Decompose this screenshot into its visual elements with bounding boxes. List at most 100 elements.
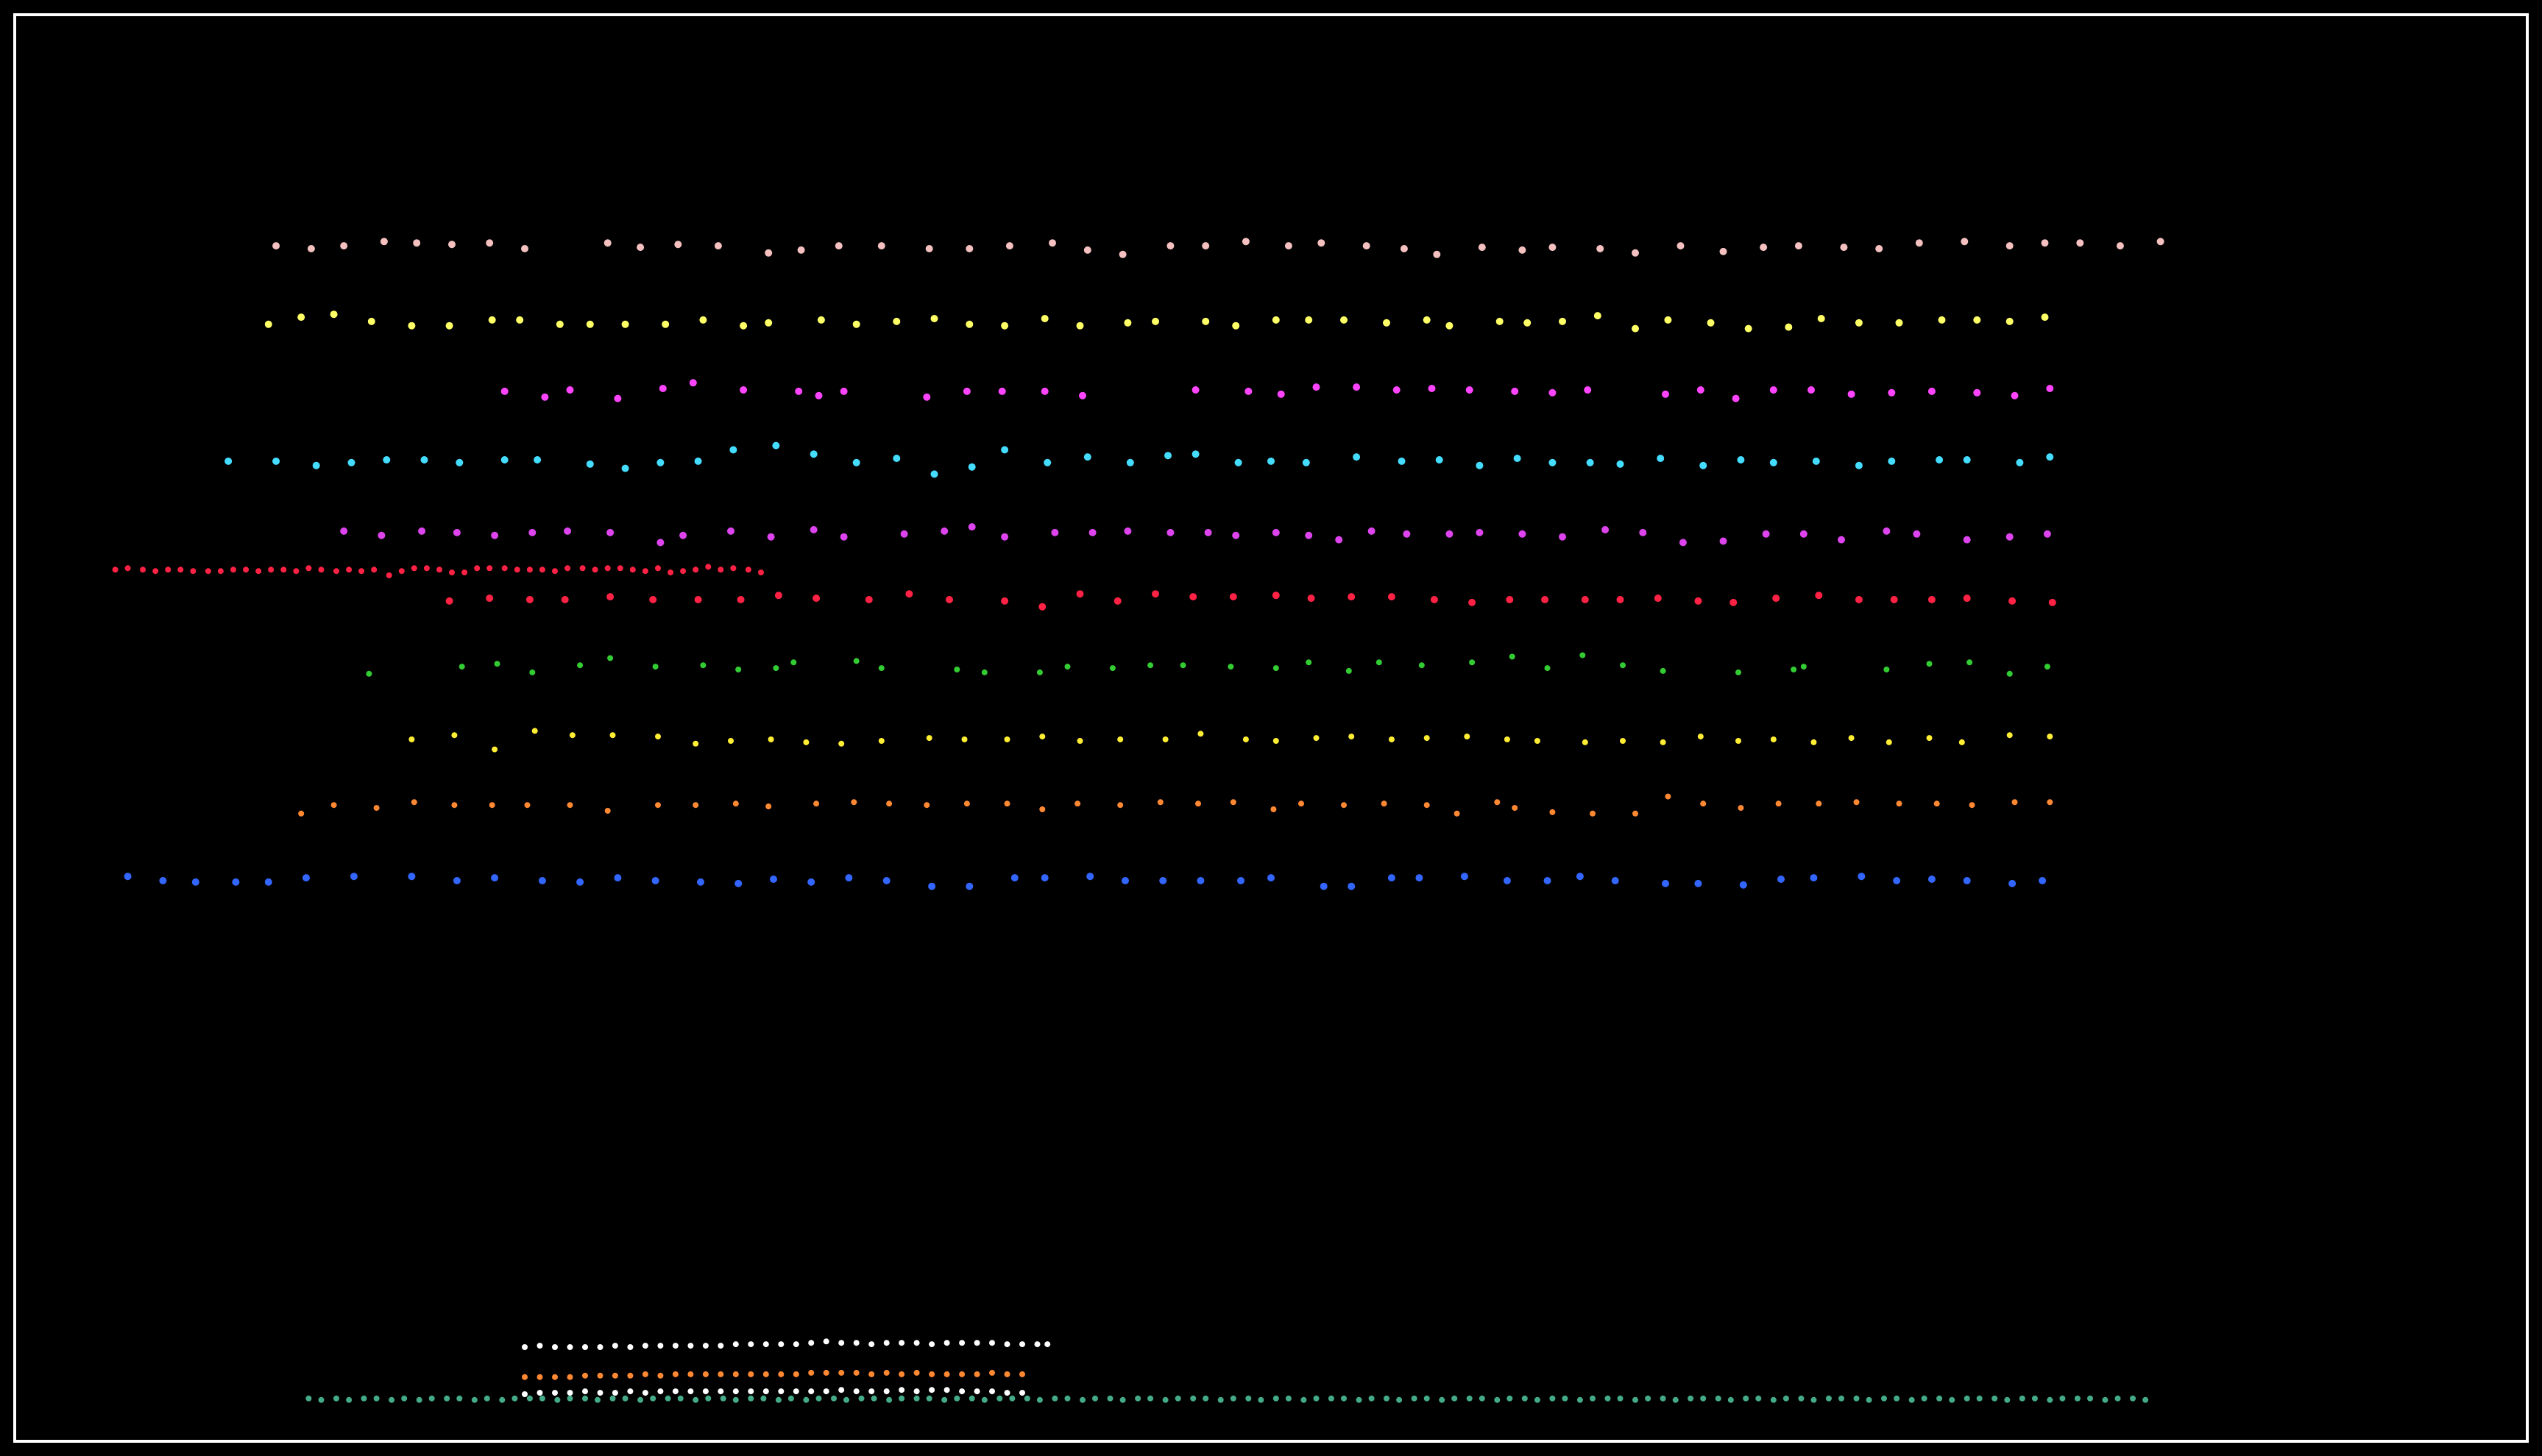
data-point: [1460, 873, 1468, 881]
data-point: [1760, 244, 1768, 252]
data-point: [943, 1387, 950, 1393]
data-point: [930, 470, 938, 478]
data-point: [974, 1340, 980, 1346]
data-point: [808, 1340, 815, 1346]
data-point: [929, 1387, 935, 1393]
data-point: [729, 446, 737, 454]
data-point: [1228, 664, 1234, 670]
data-point: [787, 1395, 794, 1402]
data-point: [1234, 458, 1242, 466]
data-point: [665, 1395, 671, 1402]
data-point: [1963, 456, 1971, 464]
data-point: [1513, 455, 1521, 462]
data-point: [2076, 239, 2084, 247]
data-point: [1913, 530, 1921, 538]
data-point: [1961, 238, 1969, 246]
data-point: [586, 460, 594, 468]
data-point: [1392, 386, 1401, 394]
data-point: [1423, 316, 1431, 324]
data-point: [500, 456, 509, 464]
data-point: [1124, 319, 1132, 327]
data-point: [1175, 1395, 1181, 1402]
data-point: [732, 1371, 739, 1377]
data-point: [1715, 1395, 1721, 1402]
data-point: [1632, 1396, 1638, 1403]
data-point: [1582, 739, 1588, 745]
data-point: [748, 1388, 754, 1395]
data-point: [486, 239, 494, 247]
data-point: [1454, 810, 1460, 817]
data-point: [728, 738, 734, 744]
data-point: [1518, 246, 1526, 254]
data-point: [1435, 456, 1443, 464]
data-point: [418, 527, 426, 535]
data-point: [1302, 458, 1310, 466]
data-point: [803, 739, 810, 745]
data-point: [1479, 1395, 1485, 1402]
data-point: [526, 1395, 533, 1402]
data-point: [1124, 527, 1132, 535]
data-point: [843, 1396, 849, 1403]
data-point: [1645, 1395, 1651, 1402]
data-point: [1345, 667, 1352, 674]
data-point: [1439, 1396, 1445, 1403]
data-point: [1744, 324, 1752, 333]
data-point: [1451, 1395, 1458, 1402]
data-point: [838, 1340, 845, 1346]
data-point: [732, 1388, 739, 1395]
data-point: [735, 667, 742, 672]
data-point: [1562, 1395, 1568, 1402]
data-point: [808, 1369, 815, 1376]
data-point: [1298, 800, 1304, 807]
data-point: [451, 732, 458, 739]
data-point: [499, 1396, 506, 1403]
data-point: [621, 320, 629, 328]
data-point: [1335, 536, 1343, 544]
data-point: [1576, 1396, 1583, 1403]
data-point: [2048, 598, 2056, 606]
data-point: [449, 569, 455, 576]
data-point: [1888, 388, 1896, 397]
data-point: [264, 878, 272, 886]
data-point: [224, 457, 233, 465]
data-point: [1019, 1390, 1025, 1396]
data-point: [1202, 242, 1210, 250]
data-point: [1794, 242, 1802, 250]
data-point: [1810, 874, 1818, 882]
data-point: [2114, 1395, 2121, 1402]
data-point: [445, 322, 453, 330]
data-point: [1044, 458, 1052, 466]
data-point: [552, 568, 558, 575]
data-point: [765, 803, 772, 810]
data-point: [718, 1371, 724, 1377]
data-point: [152, 568, 159, 575]
data-point: [1894, 1395, 1900, 1402]
data-point: [592, 567, 598, 573]
data-point: [411, 799, 417, 806]
data-point: [1152, 317, 1159, 325]
data-point: [797, 246, 805, 254]
data-point: [687, 1371, 694, 1377]
data-point: [853, 1388, 860, 1395]
data-point: [930, 315, 938, 322]
data-point: [607, 655, 614, 661]
data-point: [1039, 734, 1046, 740]
data-point: [1423, 735, 1430, 742]
data-point: [1119, 250, 1127, 258]
data-point: [445, 597, 453, 605]
data-point: [1398, 457, 1406, 465]
data-point: [1049, 239, 1056, 247]
data-point: [453, 528, 461, 536]
data-point: [1544, 665, 1551, 672]
data-point: [2019, 1395, 2025, 1402]
data-point: [1004, 1341, 1010, 1348]
data-point: [302, 874, 310, 882]
data-point: [878, 738, 885, 744]
data-point: [899, 1387, 905, 1393]
data-point: [516, 316, 524, 324]
data-point: [2046, 385, 2054, 392]
data-point: [1890, 596, 1898, 603]
data-point: [2047, 734, 2053, 740]
data-point: [2005, 533, 2014, 541]
data-point: [1162, 1396, 1169, 1403]
